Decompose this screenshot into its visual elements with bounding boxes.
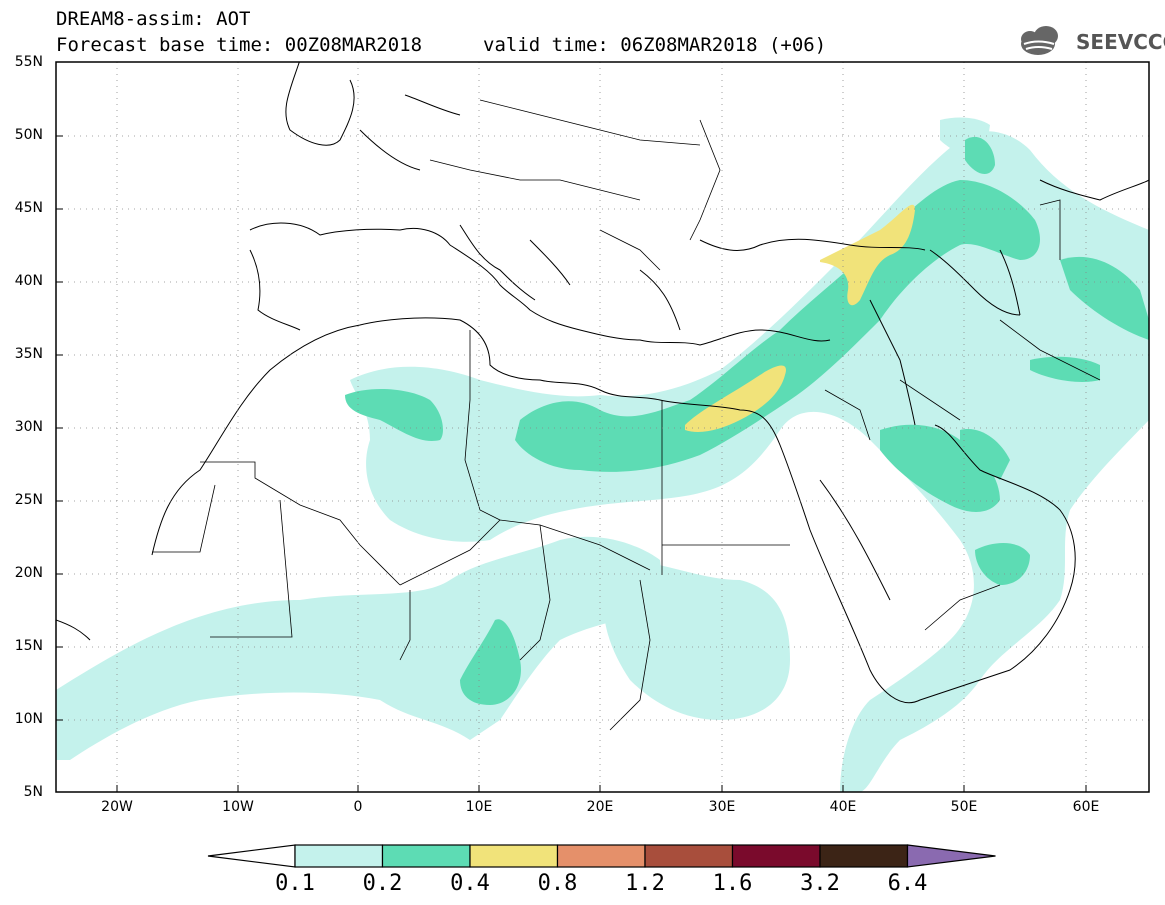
lat-label: 35N (14, 346, 43, 362)
map-title: DREAM8-assim: AOT (56, 8, 251, 30)
cloud-logo-icon (1021, 26, 1058, 55)
lat-label: 40N (14, 273, 43, 289)
lat-label: 50N (14, 127, 43, 143)
lon-label: 40E (829, 799, 857, 815)
colorbar-label: 1.6 (712, 871, 753, 896)
lat-label: 5N (23, 784, 43, 800)
lat-label: 55N (14, 54, 43, 70)
logo-text: SEEVCCC (1076, 30, 1165, 54)
colorbar-label: 0.1 (275, 871, 315, 896)
valid-time: valid time: 06Z08MAR2018 (+06) (483, 34, 827, 56)
aot-level-0.1 (56, 117, 1149, 792)
lon-label: 30E (708, 799, 736, 815)
colorbar-label: 0.2 (362, 871, 403, 896)
axis-ticks (56, 135, 1087, 792)
lon-label: 0 (353, 799, 363, 815)
lon-label: 10W (222, 799, 254, 815)
lon-label: 10E (465, 799, 493, 815)
lat-label: 10N (14, 711, 43, 727)
aot-level-0.2 (345, 136, 1149, 705)
aot-level-0.4 (685, 204, 915, 432)
lon-label: 50E (950, 799, 978, 815)
map-frame (55, 61, 1150, 793)
aot-shading (56, 117, 1149, 792)
country-borders (152, 99, 1101, 731)
lat-label: 20N (14, 565, 43, 581)
lat-label: 15N (14, 638, 43, 654)
colorbar-label: 0.4 (450, 871, 490, 896)
grid-lines (56, 62, 1149, 792)
coastlines (56, 62, 1149, 704)
lat-label: 30N (14, 419, 43, 435)
colorbar-label: 1.2 (625, 871, 665, 896)
lon-label: 60E (1072, 799, 1100, 815)
lat-label: 45N (14, 200, 43, 216)
colorbar-label: 6.4 (887, 871, 928, 896)
forecast-base-time: Forecast base time: 00Z08MAR2018 (56, 34, 423, 56)
colorbar-label: 3.2 (800, 871, 840, 896)
lat-label: 25N (14, 492, 43, 508)
lon-label: 20W (101, 799, 133, 815)
colorbar-label: 0.8 (537, 871, 578, 896)
lon-label: 20E (586, 799, 614, 815)
